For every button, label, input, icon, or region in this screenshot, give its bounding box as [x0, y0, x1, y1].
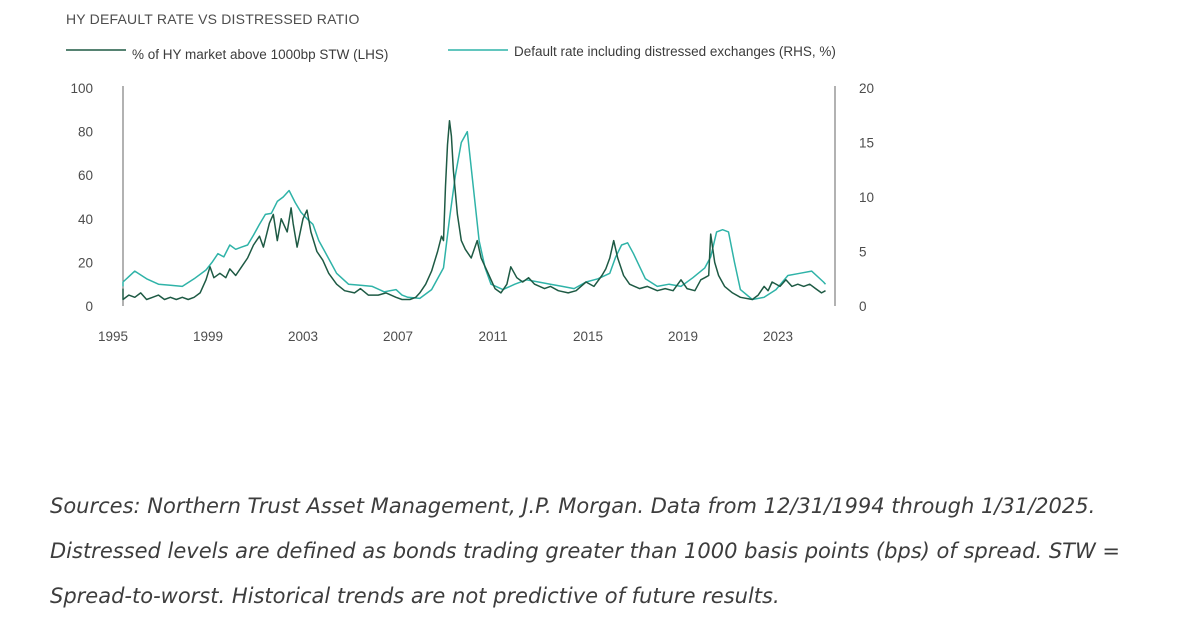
x-tick-label: 2007 — [383, 329, 413, 344]
right-axis-ticks: 20 15 10 5 0 — [859, 81, 874, 314]
left-tick-label: 20 — [78, 255, 93, 270]
left-tick-label: 40 — [78, 212, 93, 227]
right-tick-label: 5 — [859, 245, 867, 260]
chart: HY DEFAULT RATE VS DISTRESSED RATIO % of… — [66, 11, 874, 344]
x-tick-label: 1999 — [193, 329, 223, 344]
source-note: Sources: Northern Trust Asset Management… — [50, 494, 1121, 608]
x-tick-label: 2019 — [668, 329, 698, 344]
x-tick-label: 1995 — [98, 329, 128, 344]
legend-label-default-rate: Default rate including distressed exchan… — [514, 44, 836, 59]
right-tick-label: 10 — [859, 190, 874, 205]
x-tick-label: 2011 — [478, 329, 507, 344]
left-tick-label: 60 — [78, 168, 93, 183]
legend-label-distressed-ratio: % of HY market above 1000bp STW (LHS) — [132, 47, 388, 62]
series-layer — [122, 119, 827, 301]
x-tick-label: 2015 — [573, 329, 603, 344]
x-tick-label: 2003 — [288, 329, 318, 344]
series-line-distressed-ratio — [122, 119, 826, 301]
right-tick-label: 15 — [859, 136, 874, 151]
series-line-default-rate — [122, 130, 827, 301]
left-tick-label: 0 — [85, 299, 93, 314]
legend: % of HY market above 1000bp STW (LHS) De… — [66, 44, 836, 62]
chart-title: HY DEFAULT RATE VS DISTRESSED RATIO — [66, 11, 360, 27]
left-tick-label: 80 — [78, 125, 93, 140]
left-axis-ticks: 100 80 60 40 20 0 — [70, 81, 93, 314]
right-tick-label: 0 — [859, 299, 867, 314]
x-tick-label: 2023 — [763, 329, 793, 344]
left-tick-label: 100 — [70, 81, 93, 96]
x-axis-ticks: 1995 1999 2003 2007 2011 2015 2019 2023 — [98, 329, 793, 344]
right-tick-label: 20 — [859, 81, 874, 96]
